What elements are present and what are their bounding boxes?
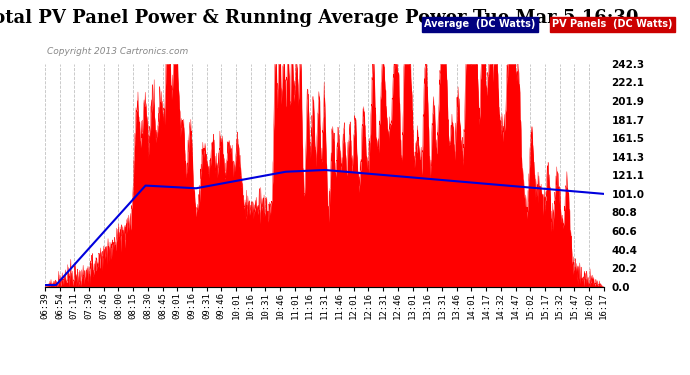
Text: Copyright 2013 Cartronics.com: Copyright 2013 Cartronics.com [47, 47, 188, 56]
Text: PV Panels  (DC Watts): PV Panels (DC Watts) [552, 20, 673, 29]
Text: Average  (DC Watts): Average (DC Watts) [424, 20, 535, 29]
Text: Total PV Panel Power & Running Average Power Tue Mar 5 16:30: Total PV Panel Power & Running Average P… [0, 9, 639, 27]
